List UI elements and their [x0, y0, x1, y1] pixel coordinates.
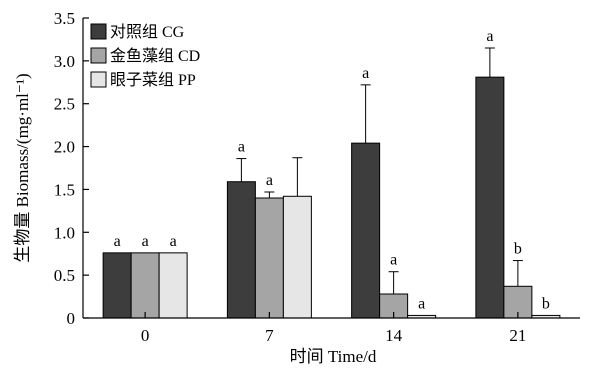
significance-label: a: [170, 233, 177, 250]
legend-label: 对照组 CG: [110, 23, 185, 41]
legend-swatch: [90, 47, 107, 64]
bar: [351, 142, 381, 319]
bar: [158, 252, 188, 319]
significance-label: a: [390, 252, 397, 269]
significance-label: a: [266, 172, 273, 189]
x-tick-label: 14: [385, 326, 403, 345]
legend-label: 金鱼藻组 CD: [110, 47, 200, 65]
y-tick-label: 3.0: [54, 52, 75, 71]
significance-label: a: [362, 65, 369, 82]
x-tick-label: 7: [265, 326, 274, 345]
y-tick-label: 3.5: [54, 9, 75, 28]
y-tick-label: 2.0: [54, 138, 75, 157]
significance-label: a: [238, 139, 245, 156]
significance-label: a: [142, 233, 149, 250]
significance-label: b: [514, 241, 522, 258]
legend-swatch: [90, 23, 107, 40]
bar: [130, 252, 160, 319]
legend: 对照组 CG 金鱼藻组 CD 眼子菜组 PP: [90, 23, 200, 89]
x-axis-title: 时间 Time/d: [290, 347, 377, 366]
significance-label-group: a a a a a a a a a b b: [114, 28, 550, 312]
significance-label: a: [486, 28, 493, 45]
y-tick-label: 0.5: [54, 266, 75, 285]
y-tick-label: 1.5: [54, 180, 75, 199]
x-tick-label: 0: [141, 326, 150, 345]
x-axis-ticks: 0 7 14 21: [141, 312, 526, 345]
bar: [102, 252, 132, 319]
error-bar-group: [236, 47, 523, 294]
significance-label: b: [542, 295, 550, 312]
y-tick-label: 2.5: [54, 95, 75, 114]
legend-label: 眼子菜组 PP: [110, 71, 196, 89]
bar-group: [102, 76, 561, 319]
y-tick-label: 1.0: [54, 223, 75, 242]
y-axis-title: 生物量 Biomass/(mg·ml⁻¹): [13, 73, 32, 262]
bar: [282, 195, 312, 319]
bar: [254, 197, 284, 319]
bar: [475, 76, 505, 319]
significance-label: a: [114, 233, 121, 250]
y-tick-label: 0: [67, 309, 76, 328]
bar: [226, 181, 256, 319]
x-tick-label: 21: [509, 326, 526, 345]
y-axis-ticks: 0 0.5 1.0 1.5 2.0 2.5 3.0 3.5: [54, 9, 89, 328]
legend-swatch: [90, 71, 107, 88]
significance-label: a: [418, 295, 425, 312]
